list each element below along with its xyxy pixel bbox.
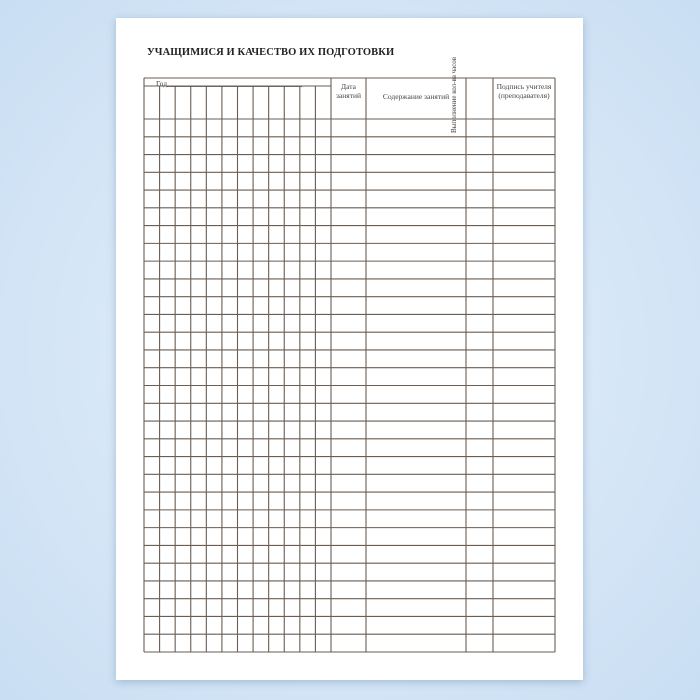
journal-table-grid — [143, 77, 556, 653]
journal-page: УЧАЩИМИСЯ И КАЧЕСТВО ИХ ПОДГОТОВКИ Год__… — [116, 18, 583, 680]
year-label: Год____________________________________ — [156, 79, 303, 88]
content-header: Содержание занятий — [382, 92, 450, 101]
signature-header: Подпись учителя (преподавателя) — [496, 82, 552, 100]
date-header: Дата занятий — [335, 82, 362, 100]
page-title: УЧАЩИМИСЯ И КАЧЕСТВО ИХ ПОДГОТОВКИ — [147, 47, 395, 58]
hours-header: Выполнение кол-ва часов — [450, 56, 458, 133]
year-label-text: Год — [156, 79, 168, 88]
